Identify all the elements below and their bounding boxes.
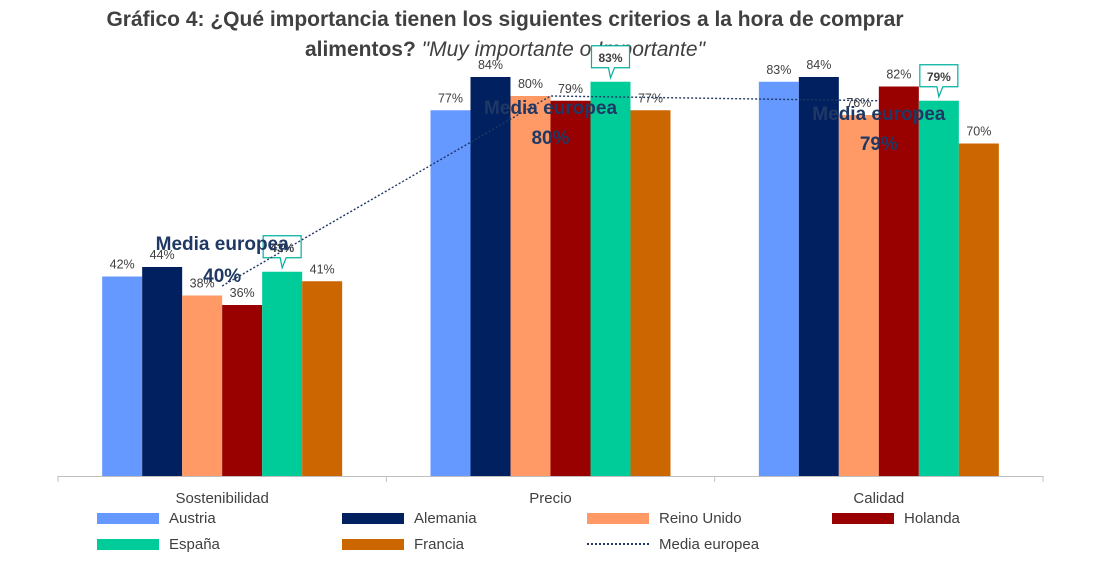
bar-holanda-precio [550, 100, 591, 476]
bar-francia-precio [630, 110, 671, 476]
value-label-españa-sostenibilidad: 43% [270, 241, 294, 255]
bar-francia-sostenibilidad [302, 281, 343, 476]
callout-box-precio [590, 45, 631, 80]
bar-holanda-sostenibilidad [222, 305, 263, 476]
legend-item-media-europea: Media europea [587, 534, 759, 554]
legend-item-holanda: Holanda [832, 508, 960, 528]
x-tick-label-sostenibilidad: Sostenibilidad [175, 490, 268, 507]
bar-austria-calidad [758, 81, 799, 476]
value-label-francia-calidad: 70% [966, 125, 991, 139]
value-label-alemania-precio: 84% [478, 58, 503, 72]
bar-reino-unido-sostenibilidad [182, 295, 223, 476]
legend-swatch [97, 538, 159, 550]
value-label-austria-precio: 77% [438, 91, 463, 105]
bar-francia-calidad [958, 143, 999, 476]
legend-item-alemania: Alemania [342, 508, 477, 528]
legend-item-austria: Austria [97, 508, 216, 528]
value-label-holanda-precio: 79% [558, 82, 583, 96]
value-label-reino-unido-calidad: 76% [846, 96, 871, 110]
bar-austria-precio [430, 110, 471, 476]
bar-reino-unido-precio [510, 96, 551, 476]
legend-label: Alemania [414, 509, 477, 527]
annotation-media-europea-value-sostenibilidad: 40% [203, 266, 241, 287]
legend-swatch [832, 512, 894, 524]
value-label-holanda-sostenibilidad: 36% [230, 286, 255, 300]
annotation-media-europea-value-calidad: 79% [860, 134, 898, 155]
legend-label: Media europea [659, 535, 760, 553]
bar-alemania-calidad [798, 77, 839, 476]
value-label-francia-sostenibilidad: 41% [310, 262, 335, 276]
value-label-españa-calidad: 79% [927, 70, 951, 84]
bar-alemania-sostenibilidad [142, 267, 183, 476]
legend-label: Austria [169, 509, 216, 527]
value-label-españa-precio: 83% [598, 51, 622, 65]
legend-label: Holanda [904, 509, 960, 527]
value-label-austria-sostenibilidad: 42% [110, 258, 135, 272]
legend-swatch [342, 512, 404, 524]
bar-alemania-precio [470, 77, 511, 476]
legend-swatch [342, 538, 404, 550]
legend-swatch [97, 512, 159, 524]
legend-item-reino-unido: Reino Unido [587, 508, 742, 528]
annotation-media-europea-label-precio: Media europea [484, 98, 617, 119]
chart-title-italic: "Muy importante o Importante" [421, 38, 706, 61]
annotation-media-europea-value-precio: 80% [531, 128, 569, 149]
value-label-alemania-sostenibilidad: 44% [150, 248, 175, 262]
value-label-austria-calidad: 83% [766, 63, 791, 77]
chart-title-line1: Gráfico 4: ¿Qué importancia tienen los s… [106, 8, 904, 31]
x-tick-label-precio: Precio [529, 490, 572, 507]
chart-title-bold: alimentos? [304, 38, 416, 61]
bar-españa-precio [590, 81, 631, 476]
chart-title-line2: alimentos? "Muy importante o Importante" [0, 38, 1010, 62]
legend-label: Reino Unido [659, 509, 742, 527]
callout-box-calidad [919, 64, 959, 99]
bar-españa-calidad [918, 100, 959, 476]
annotation-media-europea-label-sostenibilidad: Media europea [156, 234, 289, 255]
value-label-holanda-calidad: 82% [886, 68, 911, 82]
value-label-reino-unido-sostenibilidad: 38% [190, 277, 215, 291]
bar-reino-unido-calidad [838, 115, 879, 476]
legend-swatch [587, 512, 649, 524]
x-tick-label-calidad: Calidad [853, 490, 904, 507]
bar-españa-sostenibilidad [262, 271, 303, 476]
bar-austria-sostenibilidad [102, 276, 143, 476]
legend-item-francia: Francia [342, 534, 464, 554]
annotation-media-europea-label-calidad: Media europea [812, 104, 945, 125]
bar-holanda-calidad [878, 86, 919, 476]
legend-label: Francia [414, 535, 465, 553]
legend-swatch [587, 543, 649, 545]
value-label-alemania-calidad: 84% [806, 58, 831, 72]
legend-item-españa: España [97, 534, 220, 554]
value-label-reino-unido-precio: 80% [518, 77, 543, 91]
value-label-francia-precio: 77% [638, 91, 663, 105]
legend-label: España [169, 535, 220, 553]
